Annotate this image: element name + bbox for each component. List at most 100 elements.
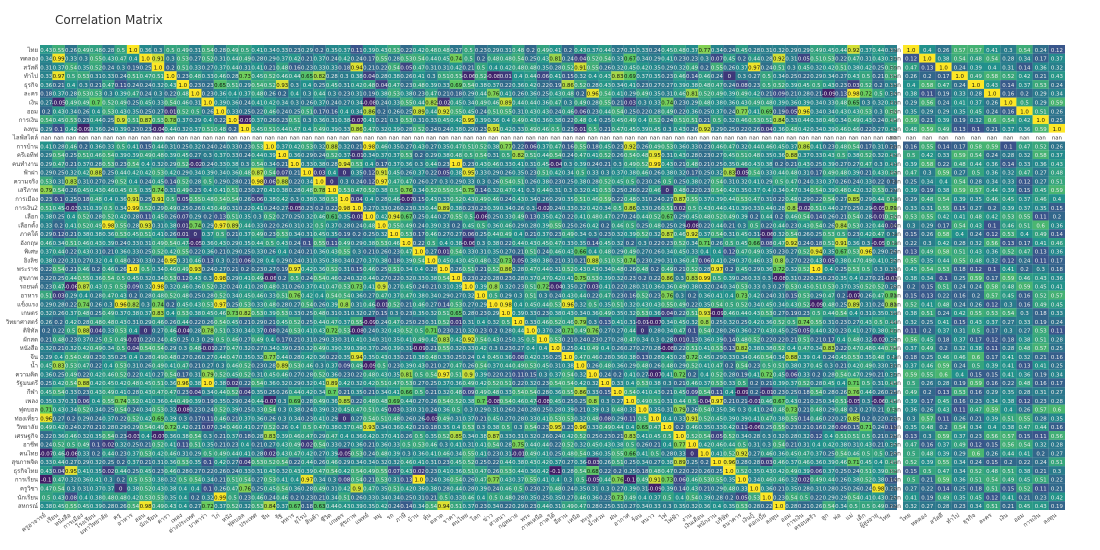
y-tick-label: ทำไป [24,72,38,80]
cell-value: 0.22 [289,179,301,185]
cell-value: 0.3 [241,162,250,168]
cell-value: 0.26 [798,232,811,238]
cell-value: 0.67 [835,250,847,256]
heatmap-cell [164,45,177,54]
cell-value: 0.53 [1002,215,1014,221]
cell-value: 0.41 [562,276,574,282]
cell-value: 0.49 [77,48,90,54]
cell-value: 0.48 [102,320,115,326]
heatmap-cell [967,80,984,89]
cell-value: 0.36 [661,285,674,291]
cell-value: 0.35 [921,258,933,264]
cell-value: 0.21 [239,320,251,326]
cell-value: 0.55 [438,188,450,194]
cell-value: 0.41 [363,285,375,291]
cell-value: 0.23 [251,267,263,273]
heatmap-cell [847,62,860,72]
cell-value: 0.32 [90,258,102,264]
cell-value: 0.31 [326,118,338,124]
cell-value: 0.49 [674,302,687,308]
heatmap-cell [487,45,500,54]
cell-value: 0.2 [874,83,883,89]
cell-value: nan [513,136,523,142]
cell-value: 0.25 [102,171,114,177]
cell-value: 0.25 [661,223,673,229]
heatmap-cell [126,53,140,63]
cell-value: nan [439,136,449,142]
cell-value: 0.96 [562,302,575,308]
cell-value: 0.17 [363,57,375,63]
cell-value: 0.43 [525,241,537,247]
cell-value: nan [327,136,337,142]
heatmap-cell [710,71,724,81]
cell-value: 0.48 [562,92,575,98]
cell-value: 0.2 [79,144,88,150]
cell-value: 0.24 [798,241,811,247]
cell-value: 0.27 [152,109,164,115]
cell-value: 0.48 [674,188,687,194]
cell-value: 0.53 [860,109,872,115]
cell-value: 0.41 [1051,285,1063,291]
cell-value: 0.34 [462,100,475,106]
heatmap-cell [487,80,500,89]
cell-value: 0.45 [177,302,189,308]
cell-value: 0.38 [848,65,861,71]
heatmap-cell [52,62,65,72]
cell-value: 0.28 [388,57,401,63]
cell-value: 0.36 [848,241,861,247]
cell-value: 0.36 [785,100,798,106]
heatmap-cell [1048,88,1065,98]
cell-value: 0.15 [1051,206,1063,212]
cell-value: 0 [728,74,732,80]
cell-value: 0.42 [164,250,176,256]
heatmap-cell [449,80,463,89]
cell-value: 0.32 [487,188,499,194]
cell-value: 0.38 [90,232,103,238]
cell-value: 0.24 [289,250,302,256]
cell-value: 0.28 [512,276,525,282]
cell-value: 0.28 [338,223,351,229]
cell-value: 0.33 [102,144,114,150]
cell-value: 0.53 [388,92,400,98]
heatmap-cell [387,62,401,72]
heatmap-cell [661,62,674,72]
heatmap-cell [437,71,450,81]
heatmap-cell [772,71,786,81]
heatmap-cell [189,71,202,81]
cell-value: 0.54 [413,57,426,63]
cell-value: 0.27 [425,302,437,308]
cell-value: 0.53 [164,276,176,282]
cell-value: 0.56 [986,241,999,247]
cell-value: 0.38 [413,294,426,300]
cell-value: 0.29 [462,92,475,98]
cell-value: 0.32 [177,127,189,133]
cell-value: 0.17 [376,162,388,168]
cell-value: 0.4 [514,232,523,238]
cell-value: 0.43 [835,109,847,115]
cell-value: -0.01 [375,302,389,308]
cell-value: 0.45 [624,127,636,133]
cell-value: 0.4 [228,92,237,98]
y-tick-label: เลือก [25,213,38,221]
cell-value: 0.54 [53,267,66,273]
cell-value: 0.69 [450,83,463,89]
cell-value: 0.35 [313,258,325,264]
cell-value: 0.28 [251,285,264,291]
cell-value: 0.22 [649,276,661,282]
cell-value: 0.5 [290,276,299,282]
heatmap-cell [1048,97,1065,107]
heatmap-cell [524,88,537,98]
cell-value: 0.46 [363,267,376,273]
cell-value: 0.43 [1051,74,1063,80]
heatmap-cell [263,62,276,72]
cell-value: 0.36 [487,118,500,124]
cell-value: 0.65 [450,311,462,317]
cell-value: 0.52 [574,83,586,89]
cell-value: 0.49 [177,188,190,194]
cell-value: 0.24 [661,118,674,124]
cell-value: 0.29 [450,179,463,185]
cell-value: 0.33 [65,57,77,63]
cell-value: 0.52 [102,100,114,106]
cell-value: 0.55 [599,100,611,106]
cell-value: 0.47 [102,294,114,300]
